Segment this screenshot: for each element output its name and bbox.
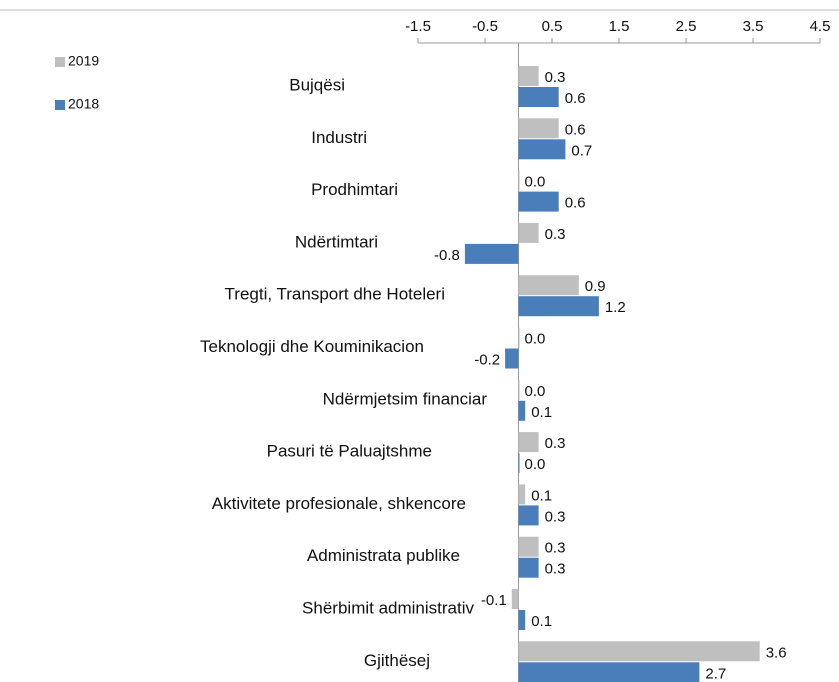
bar — [518, 432, 539, 453]
value-label: 0.7 — [571, 142, 592, 159]
bar — [518, 191, 559, 212]
bar — [518, 139, 566, 160]
bar — [518, 662, 700, 682]
bar — [518, 222, 539, 243]
value-label: 0.1 — [531, 487, 552, 504]
bar — [518, 87, 559, 107]
value-label: -0.1 — [481, 592, 507, 609]
value-label: 0.3 — [545, 540, 566, 557]
x-tick-label: 2.5 — [676, 18, 697, 35]
bar — [518, 557, 539, 578]
category-label: Administrata publike — [307, 546, 460, 565]
category-label: Aktivitete profesionale, shkencore — [212, 494, 466, 513]
bar — [518, 400, 526, 421]
category-label: Tregti, Transport dhe Hoteleri — [225, 285, 445, 304]
bar — [464, 243, 519, 264]
category-label: Pasuri të Paluajtshme — [267, 442, 432, 461]
bar — [518, 610, 526, 630]
category-label: Industri — [311, 128, 367, 147]
category-label: Shërbimit administrativ — [302, 598, 474, 617]
bar — [518, 118, 559, 139]
value-label: 0.3 — [545, 69, 566, 86]
value-label: 0.0 — [525, 174, 546, 191]
value-label: 0.6 — [565, 90, 586, 107]
value-label: 0.0 — [525, 383, 546, 400]
legend-swatch — [55, 100, 65, 110]
bar — [505, 348, 519, 369]
category-label: Prodhimtari — [311, 180, 398, 199]
value-label: 0.1 — [531, 613, 552, 630]
bar — [518, 327, 520, 348]
x-tick-label: -1.5 — [405, 18, 431, 35]
value-label: 0.0 — [525, 330, 546, 347]
value-label: 2.7 — [705, 665, 726, 682]
legend-swatch — [55, 57, 65, 67]
category-label: Gjithësej — [364, 651, 430, 670]
value-label: 0.6 — [565, 121, 586, 138]
bar — [518, 66, 539, 86]
bar — [518, 296, 599, 317]
value-label: 0.3 — [545, 561, 566, 578]
value-label: 3.6 — [766, 644, 787, 661]
bar — [518, 275, 579, 296]
bar — [518, 641, 760, 662]
category-label: Bujqësi — [289, 75, 345, 94]
x-tick-label: 0.5 — [542, 18, 563, 35]
value-label: -0.2 — [474, 351, 500, 368]
bar — [518, 536, 539, 557]
value-label: 0.9 — [585, 278, 606, 295]
value-label: -0.8 — [434, 247, 460, 264]
x-tick-label: 1.5 — [609, 18, 630, 35]
value-label: 0.1 — [531, 404, 552, 421]
category-label: Ndërmjetsim financiar — [323, 389, 488, 408]
x-tick-label: -0.5 — [472, 18, 498, 35]
value-label: 0.3 — [545, 226, 566, 243]
bar — [518, 484, 526, 505]
value-label: 0.6 — [565, 195, 586, 212]
value-label: 0.0 — [525, 456, 546, 473]
x-tick-label: 4.5 — [810, 18, 831, 35]
value-label: 1.2 — [605, 299, 626, 316]
category-label: Ndërtimtari — [295, 232, 378, 251]
bar — [518, 170, 520, 191]
legend-label: 2019 — [68, 53, 99, 69]
category-label: Teknologji dhe Kouminikacion — [200, 337, 424, 356]
bar — [518, 505, 539, 526]
bar — [518, 379, 520, 400]
x-tick-label: 3.5 — [743, 18, 764, 35]
value-label: 0.3 — [545, 435, 566, 452]
bar — [511, 589, 519, 609]
value-label: 0.3 — [545, 508, 566, 525]
bar — [518, 453, 520, 474]
legend-label: 2018 — [68, 96, 99, 112]
